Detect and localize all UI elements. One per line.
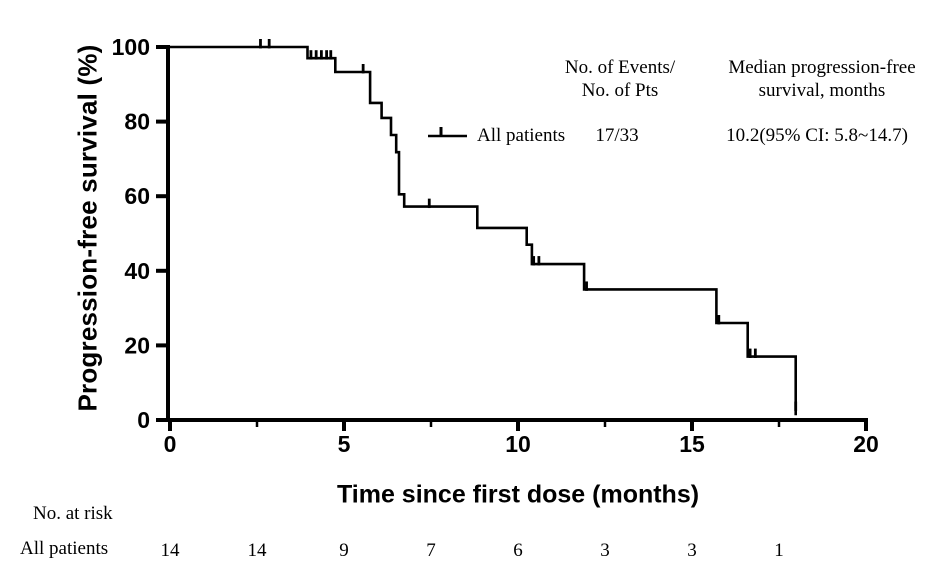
- x-tick-label: 10: [505, 431, 531, 457]
- at-risk-value: 3: [600, 540, 610, 561]
- at-risk-value: 3: [687, 540, 697, 561]
- legend-series-marker-icon: [428, 127, 467, 138]
- y-tick-label: 40: [124, 258, 150, 284]
- median-header-line2: survival, months: [758, 80, 886, 101]
- x-tick-label: 20: [853, 431, 879, 457]
- km-step-curve: [170, 45, 797, 416]
- y-axis-title: Progression-free survival (%): [72, 44, 103, 412]
- legend-series-label: All patients: [477, 125, 566, 146]
- at-risk-value: 9: [339, 540, 349, 561]
- at-risk-value: 14: [248, 540, 268, 561]
- at-risk-row-label: All patients: [20, 538, 109, 559]
- x-axis-title: Time since first dose (months): [336, 480, 700, 509]
- y-tick-label: 20: [124, 332, 150, 358]
- at-risk-value: 7: [426, 540, 436, 561]
- x-tick-label: 0: [164, 431, 177, 457]
- events-header-line2: No. of Pts: [581, 80, 659, 101]
- y-tick-label: 80: [124, 109, 150, 135]
- events-value: 17/33: [595, 125, 639, 146]
- x-tick-label: 15: [679, 431, 705, 457]
- y-tick-label: 60: [124, 183, 150, 209]
- axis-tick-labels: 0 20 40 60 80 100 0 5 10 15 20: [112, 34, 879, 457]
- at-risk-values: 14 14 9 7 6 3 3 1: [161, 540, 784, 561]
- y-tick-label: 100: [112, 34, 150, 60]
- at-risk-value: 1: [774, 540, 784, 561]
- censor-ticks: [259, 39, 798, 411]
- median-header-line1: Median progression-free: [728, 57, 916, 78]
- median-value: 10.2(95% CI: 5.8~14.7): [726, 125, 908, 146]
- survival-curve-path: [170, 45, 797, 416]
- events-header-line1: No. of Events/: [564, 57, 676, 78]
- at-risk-title: No. at risk: [33, 503, 113, 524]
- y-tick-label: 0: [137, 407, 150, 433]
- at-risk-value: 14: [161, 540, 181, 561]
- at-risk-value: 6: [513, 540, 523, 561]
- axes: [156, 45, 868, 431]
- x-tick-label: 5: [338, 431, 351, 457]
